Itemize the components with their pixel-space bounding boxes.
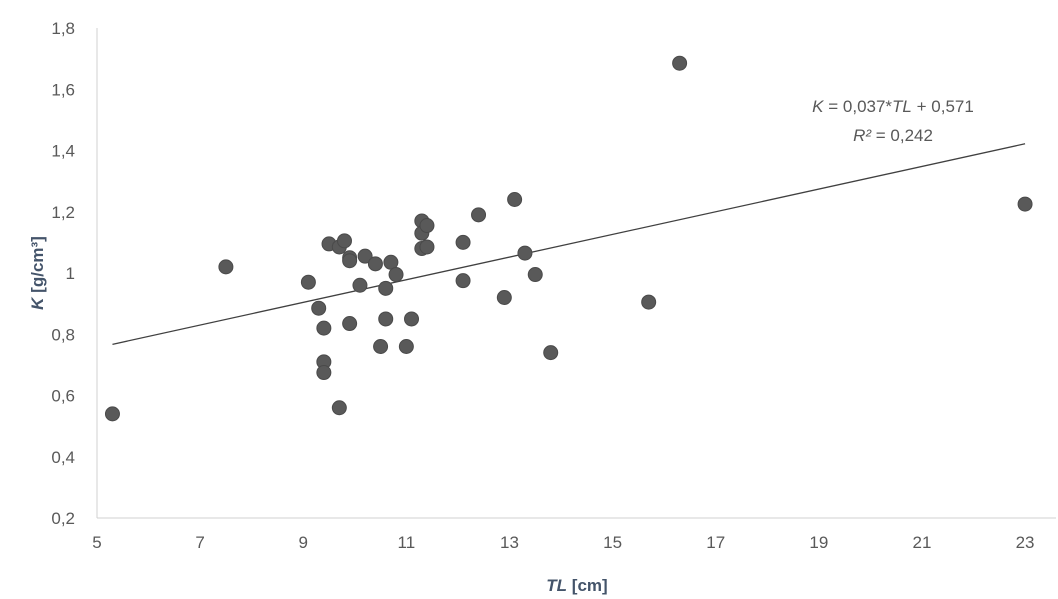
data-point: [398, 339, 414, 354]
y-tick-label: 1,4: [51, 142, 75, 161]
data-points: [104, 55, 1033, 422]
y-axis-title: K [g/cm³]: [28, 236, 47, 310]
data-point: [455, 234, 471, 250]
trendline: [112, 143, 1026, 345]
data-point: [471, 207, 487, 223]
x-axis-title-unit: [cm]: [567, 576, 608, 595]
equation-lhs: K: [812, 97, 824, 116]
data-point: [543, 345, 559, 361]
axes: [96, 28, 1056, 519]
data-point: [419, 218, 435, 234]
equation-rest: + 0,571: [912, 97, 974, 116]
x-tick-label: 17: [706, 533, 725, 552]
x-tick-label: 5: [92, 533, 101, 552]
data-point: [342, 253, 358, 269]
data-point: [367, 256, 383, 272]
data-point: [527, 267, 543, 283]
y-tick-label: 0,4: [51, 448, 75, 467]
data-point: [300, 274, 316, 290]
data-point: [336, 233, 352, 249]
x-axis-title-var: TL: [546, 576, 567, 595]
data-point: [517, 245, 533, 261]
data-point: [357, 248, 373, 264]
data-point: [455, 273, 471, 289]
data-point: [641, 294, 657, 310]
y-tick-label: 0,8: [51, 325, 75, 344]
data-point: [316, 365, 332, 381]
data-point: [378, 280, 394, 296]
x-tick-label: 21: [912, 533, 931, 552]
y-tick-label: 1,8: [51, 19, 75, 38]
data-point: [378, 311, 394, 327]
y-axis-title-var: K: [28, 296, 47, 310]
trendline-equation: K = 0,037*TL + 0,571: [812, 97, 974, 116]
y-tick-labels: 0,2 0,4 0,6 0,8 1 1,2 1,4 1,6 1,8: [51, 19, 75, 528]
x-tick-label: 13: [500, 533, 519, 552]
x-tick-labels: 5 7 9 11 13 15 17 19 21 23: [92, 533, 1034, 552]
x-tick-label: 19: [809, 533, 828, 552]
x-tick-label: 15: [603, 533, 622, 552]
equation-mid: = 0,037*: [824, 97, 893, 116]
data-point: [373, 339, 389, 354]
y-tick-label: 1: [66, 264, 75, 283]
data-point: [404, 311, 420, 327]
x-axis-title: TL [cm]: [546, 576, 607, 595]
y-tick-label: 0,2: [51, 509, 75, 528]
x-tick-label: 7: [195, 533, 204, 552]
y-axis-title-unit: [g/cm³]: [28, 236, 47, 297]
data-point: [672, 55, 688, 71]
data-point: [218, 259, 234, 275]
data-point: [496, 290, 512, 305]
data-point: [388, 267, 404, 283]
y-tick-label: 1,6: [51, 80, 75, 99]
data-point: [316, 320, 332, 336]
r2-lhs: R²: [853, 126, 872, 145]
data-point: [331, 400, 347, 416]
x-tick-label: 11: [398, 533, 416, 552]
data-point: [419, 239, 435, 255]
data-point: [342, 316, 358, 332]
y-tick-label: 0,6: [51, 387, 75, 406]
r2-rest: = 0,242: [871, 126, 933, 145]
data-point: [104, 406, 120, 422]
data-point: [352, 277, 368, 293]
trendline-r-squared: R² = 0,242: [853, 126, 933, 145]
y-tick-label: 1,2: [51, 203, 75, 222]
data-point: [1017, 196, 1033, 212]
data-point: [507, 192, 523, 207]
x-tick-label: 9: [299, 533, 308, 552]
data-point: [311, 300, 327, 316]
x-tick-label: 23: [1016, 533, 1035, 552]
equation-var: TL: [892, 97, 912, 116]
